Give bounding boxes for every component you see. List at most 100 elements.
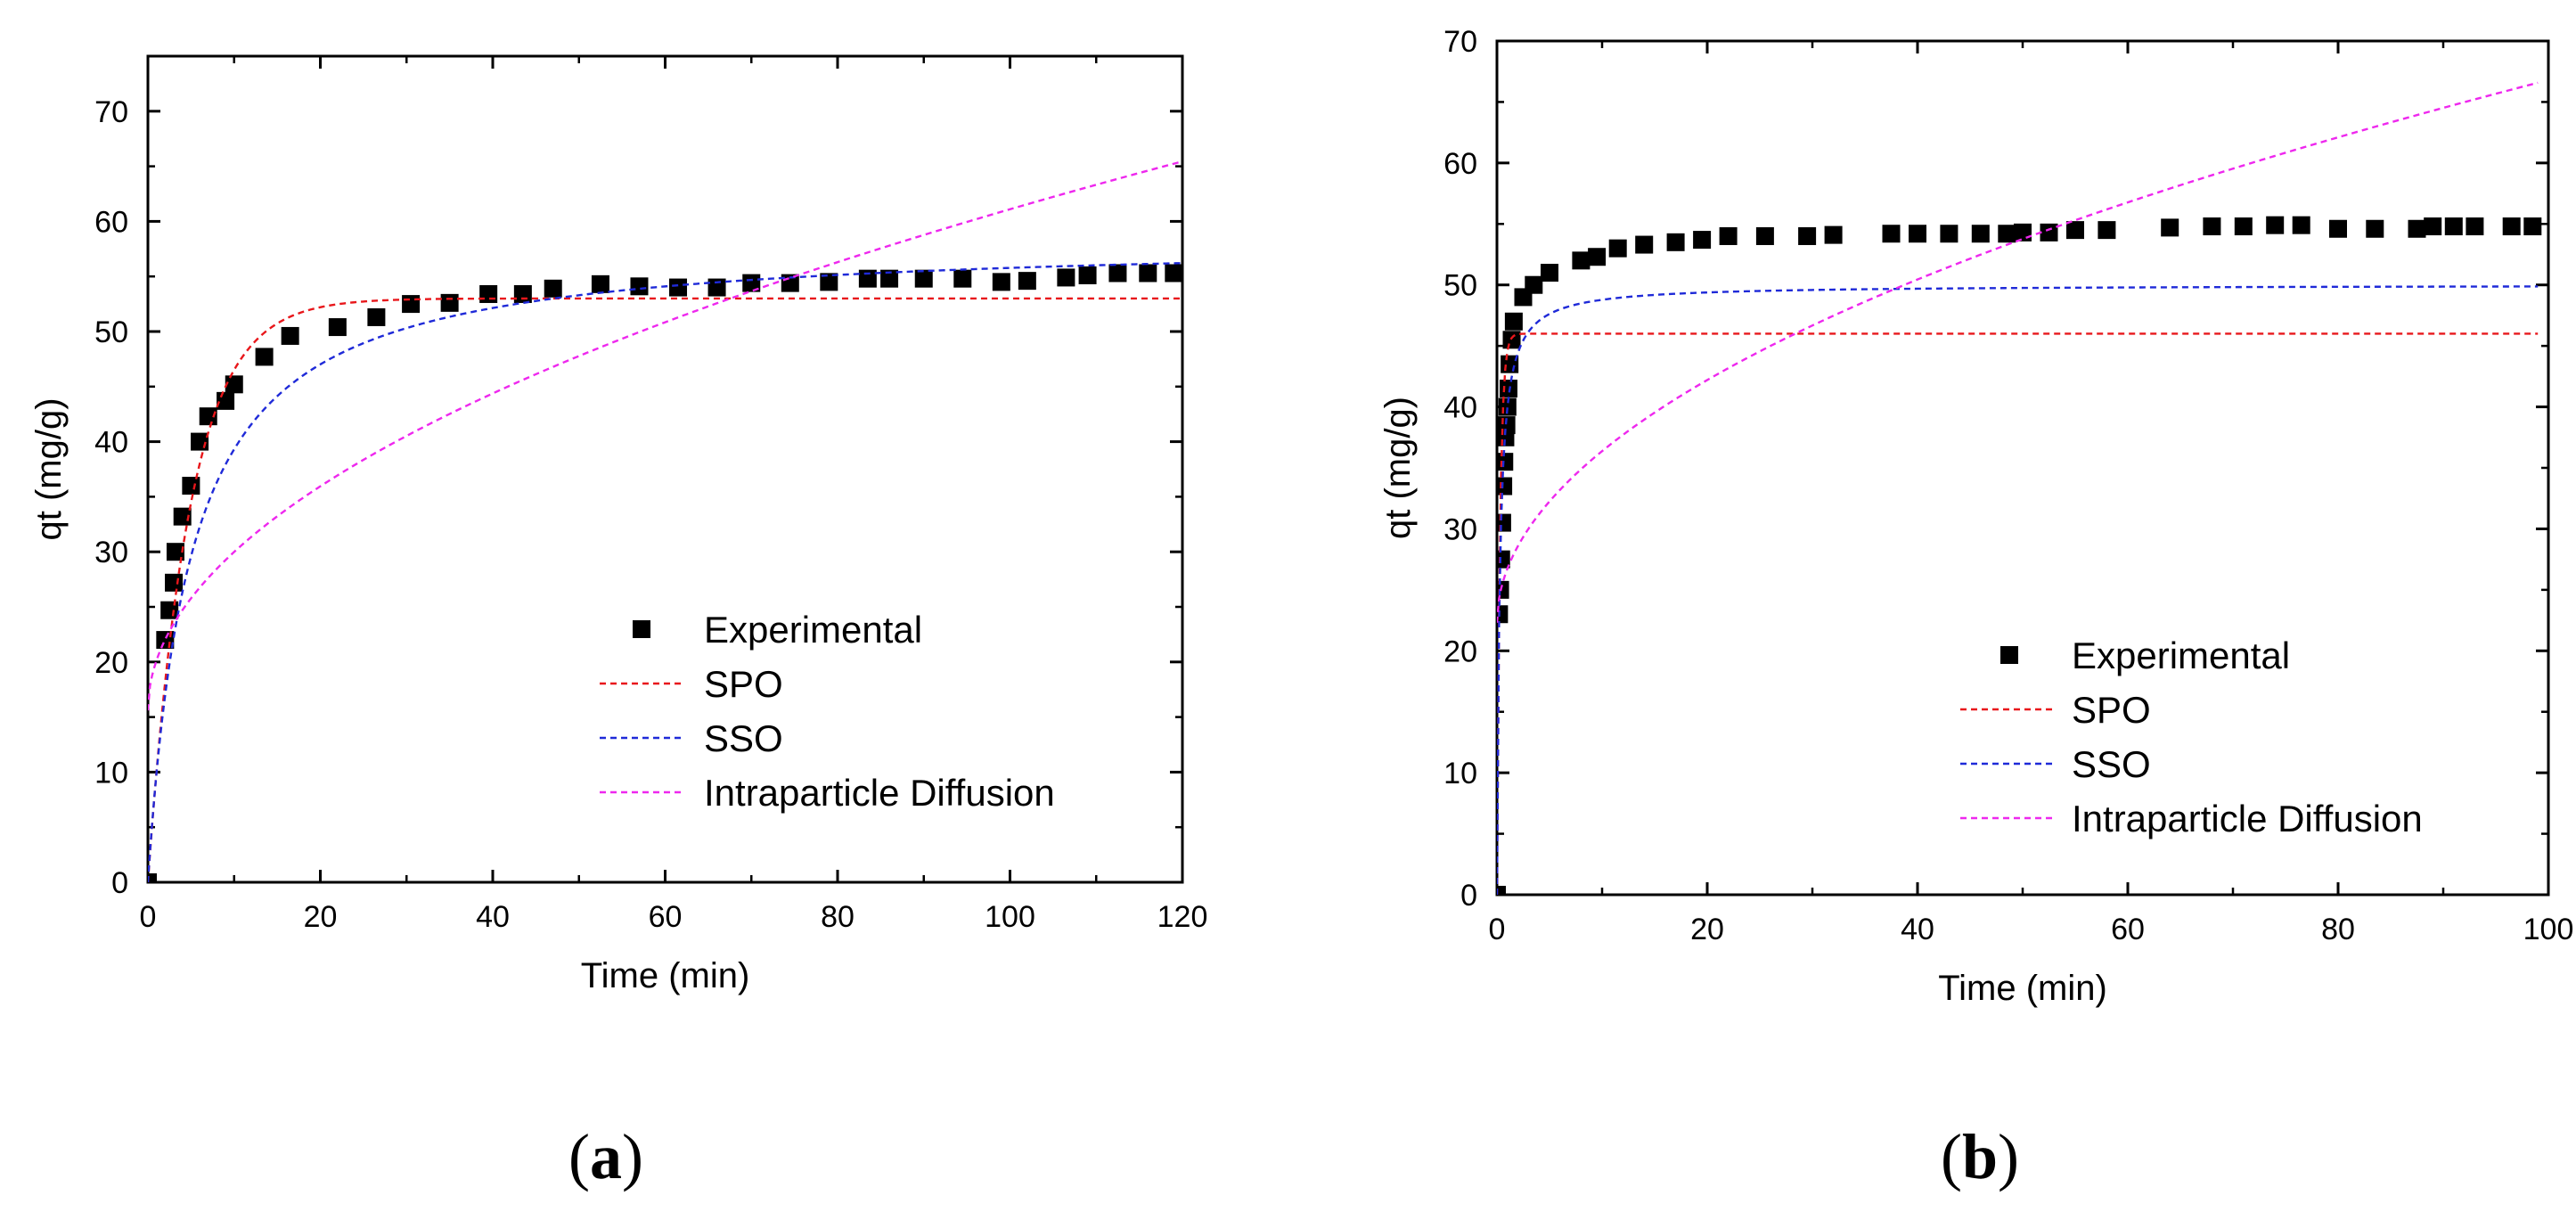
data-point-experimental — [2329, 219, 2347, 238]
plot-frame — [146, 54, 1184, 884]
data-point-experimental — [1666, 233, 1685, 251]
panel-label: (b) — [1941, 1121, 2019, 1192]
data-point-experimental — [992, 273, 1010, 291]
data-point-experimental — [1588, 248, 1607, 266]
plot-area — [148, 160, 1182, 882]
y-axis-label: qt (mg/g) — [1378, 397, 1418, 539]
data-point-experimental — [669, 278, 688, 297]
panel-b: 0 20 40 60 80 100 0 10 20 30 40 50 60 70 Time (min) qt … — [1378, 25, 2573, 1192]
plot-frame — [1495, 39, 2550, 897]
data-point-experimental — [2234, 217, 2253, 236]
data-point-experimental — [225, 375, 243, 394]
legend-label-spo: SPO — [2072, 689, 2151, 731]
x-tick-label: 100 — [2523, 913, 2574, 946]
data-point-experimental — [1541, 264, 1558, 283]
data-point-experimental — [328, 318, 347, 337]
y-tick-label: 50 — [94, 315, 128, 349]
data-point-experimental — [880, 269, 899, 288]
data-point-experimental — [217, 391, 235, 410]
panel-label: (a) — [568, 1121, 643, 1192]
data-point-experimental — [630, 277, 649, 296]
y-axis-label: qt (mg/g) — [29, 397, 69, 540]
data-point-experimental — [953, 269, 972, 288]
data-point-experimental — [1497, 886, 1506, 895]
legend-marker-experimental — [633, 620, 650, 638]
x-tick-label: 20 — [1690, 913, 1724, 946]
data-point-experimental — [2444, 217, 2463, 236]
x-tick-label: 20 — [304, 900, 338, 934]
data-point-experimental — [513, 284, 532, 303]
data-point-experimental — [2408, 219, 2426, 238]
data-point-experimental — [2523, 217, 2542, 236]
series-line-spo — [1497, 332, 2539, 895]
panel-a: 0 20 40 60 80 100 120 0 10 20 30 40 50 60 70 Time (min)… — [29, 54, 1207, 1192]
y-tick-label: 70 — [94, 95, 128, 129]
data-point-experimental — [173, 507, 192, 526]
data-point-experimental — [544, 279, 562, 298]
series-line-spo — [148, 297, 1182, 882]
data-point-experimental — [281, 326, 299, 345]
data-point-experimental — [2466, 217, 2484, 236]
data-point-experimental — [1497, 477, 1513, 495]
legend-label-experimental: Experimental — [2072, 635, 2290, 676]
x-tick-label: 0 — [1489, 913, 1506, 946]
data-point-experimental — [2040, 223, 2058, 242]
data-point-experimental — [1719, 226, 1738, 245]
data-point-experimental — [914, 269, 933, 288]
data-point-experimental — [1525, 275, 1543, 294]
data-point-experimental — [1971, 225, 1990, 243]
data-point-experimental — [1078, 266, 1097, 284]
y-tick-label: 30 — [1443, 512, 1477, 546]
y-tick-label: 60 — [1443, 147, 1477, 181]
data-point-experimental — [165, 573, 184, 592]
legend-label-sso: SSO — [2072, 743, 2151, 785]
data-point-experimental — [2502, 217, 2521, 236]
x-tick-label: 60 — [649, 900, 683, 934]
data-point-experimental — [1139, 264, 1157, 283]
data-point-experimental — [1824, 225, 1843, 244]
data-point-experimental — [1165, 264, 1182, 283]
y-tick-label: 40 — [1443, 391, 1477, 425]
y-tick-label: 10 — [1443, 757, 1477, 790]
x-tick-label: 100 — [985, 900, 1035, 934]
data-point-experimental — [440, 293, 459, 312]
y-tick-label: 70 — [1443, 25, 1477, 59]
series-line-intraparticle-diffusion — [1497, 81, 2539, 623]
data-point-experimental — [191, 432, 209, 451]
legend-label-intraparticle-diffusion: Intraparticle Diffusion — [2072, 798, 2423, 839]
data-point-experimental — [2098, 221, 2116, 240]
plot-area — [1497, 81, 2542, 895]
legend-label-intraparticle-diffusion: Intraparticle Diffusion — [704, 772, 1055, 814]
legend: Experimental SPO SSO Intraparticle Diffusio… — [600, 609, 1055, 814]
data-point-experimental — [1798, 226, 1817, 245]
data-point-experimental — [1108, 264, 1127, 283]
x-tick-label: 0 — [140, 900, 157, 934]
data-point-experimental — [2161, 218, 2179, 237]
data-point-experimental — [182, 477, 200, 495]
data-point-experimental — [1940, 225, 1959, 243]
data-point-experimental — [1998, 225, 2016, 243]
data-point-experimental — [2366, 219, 2384, 238]
data-point-experimental — [166, 543, 184, 561]
y-tick-label: 30 — [94, 536, 128, 569]
data-point-experimental — [1504, 312, 1523, 331]
data-point-experimental — [2424, 217, 2442, 236]
x-axis-label: Time (min) — [1938, 969, 2107, 1008]
data-point-experimental — [1635, 235, 1654, 254]
data-point-experimental — [1693, 231, 1712, 250]
data-point-experimental — [255, 348, 274, 366]
legend-marker-experimental — [2000, 646, 2018, 664]
data-point-experimental — [148, 873, 157, 882]
y-tick-label: 20 — [1443, 635, 1477, 668]
y-tick-label: 40 — [94, 426, 128, 460]
legend: Experimental SPO SSO Intraparticle Diffusio… — [1960, 635, 2423, 839]
data-point-experimental — [2203, 217, 2221, 236]
data-point-experimental — [1497, 605, 1509, 624]
series-line-intraparticle-diffusion — [148, 160, 1182, 711]
x-tick-label: 40 — [476, 900, 510, 934]
series-line-sso — [148, 262, 1182, 882]
data-point-experimental — [1572, 251, 1591, 270]
series-line-sso — [1497, 285, 2539, 895]
x-tick-label: 80 — [2321, 913, 2355, 946]
